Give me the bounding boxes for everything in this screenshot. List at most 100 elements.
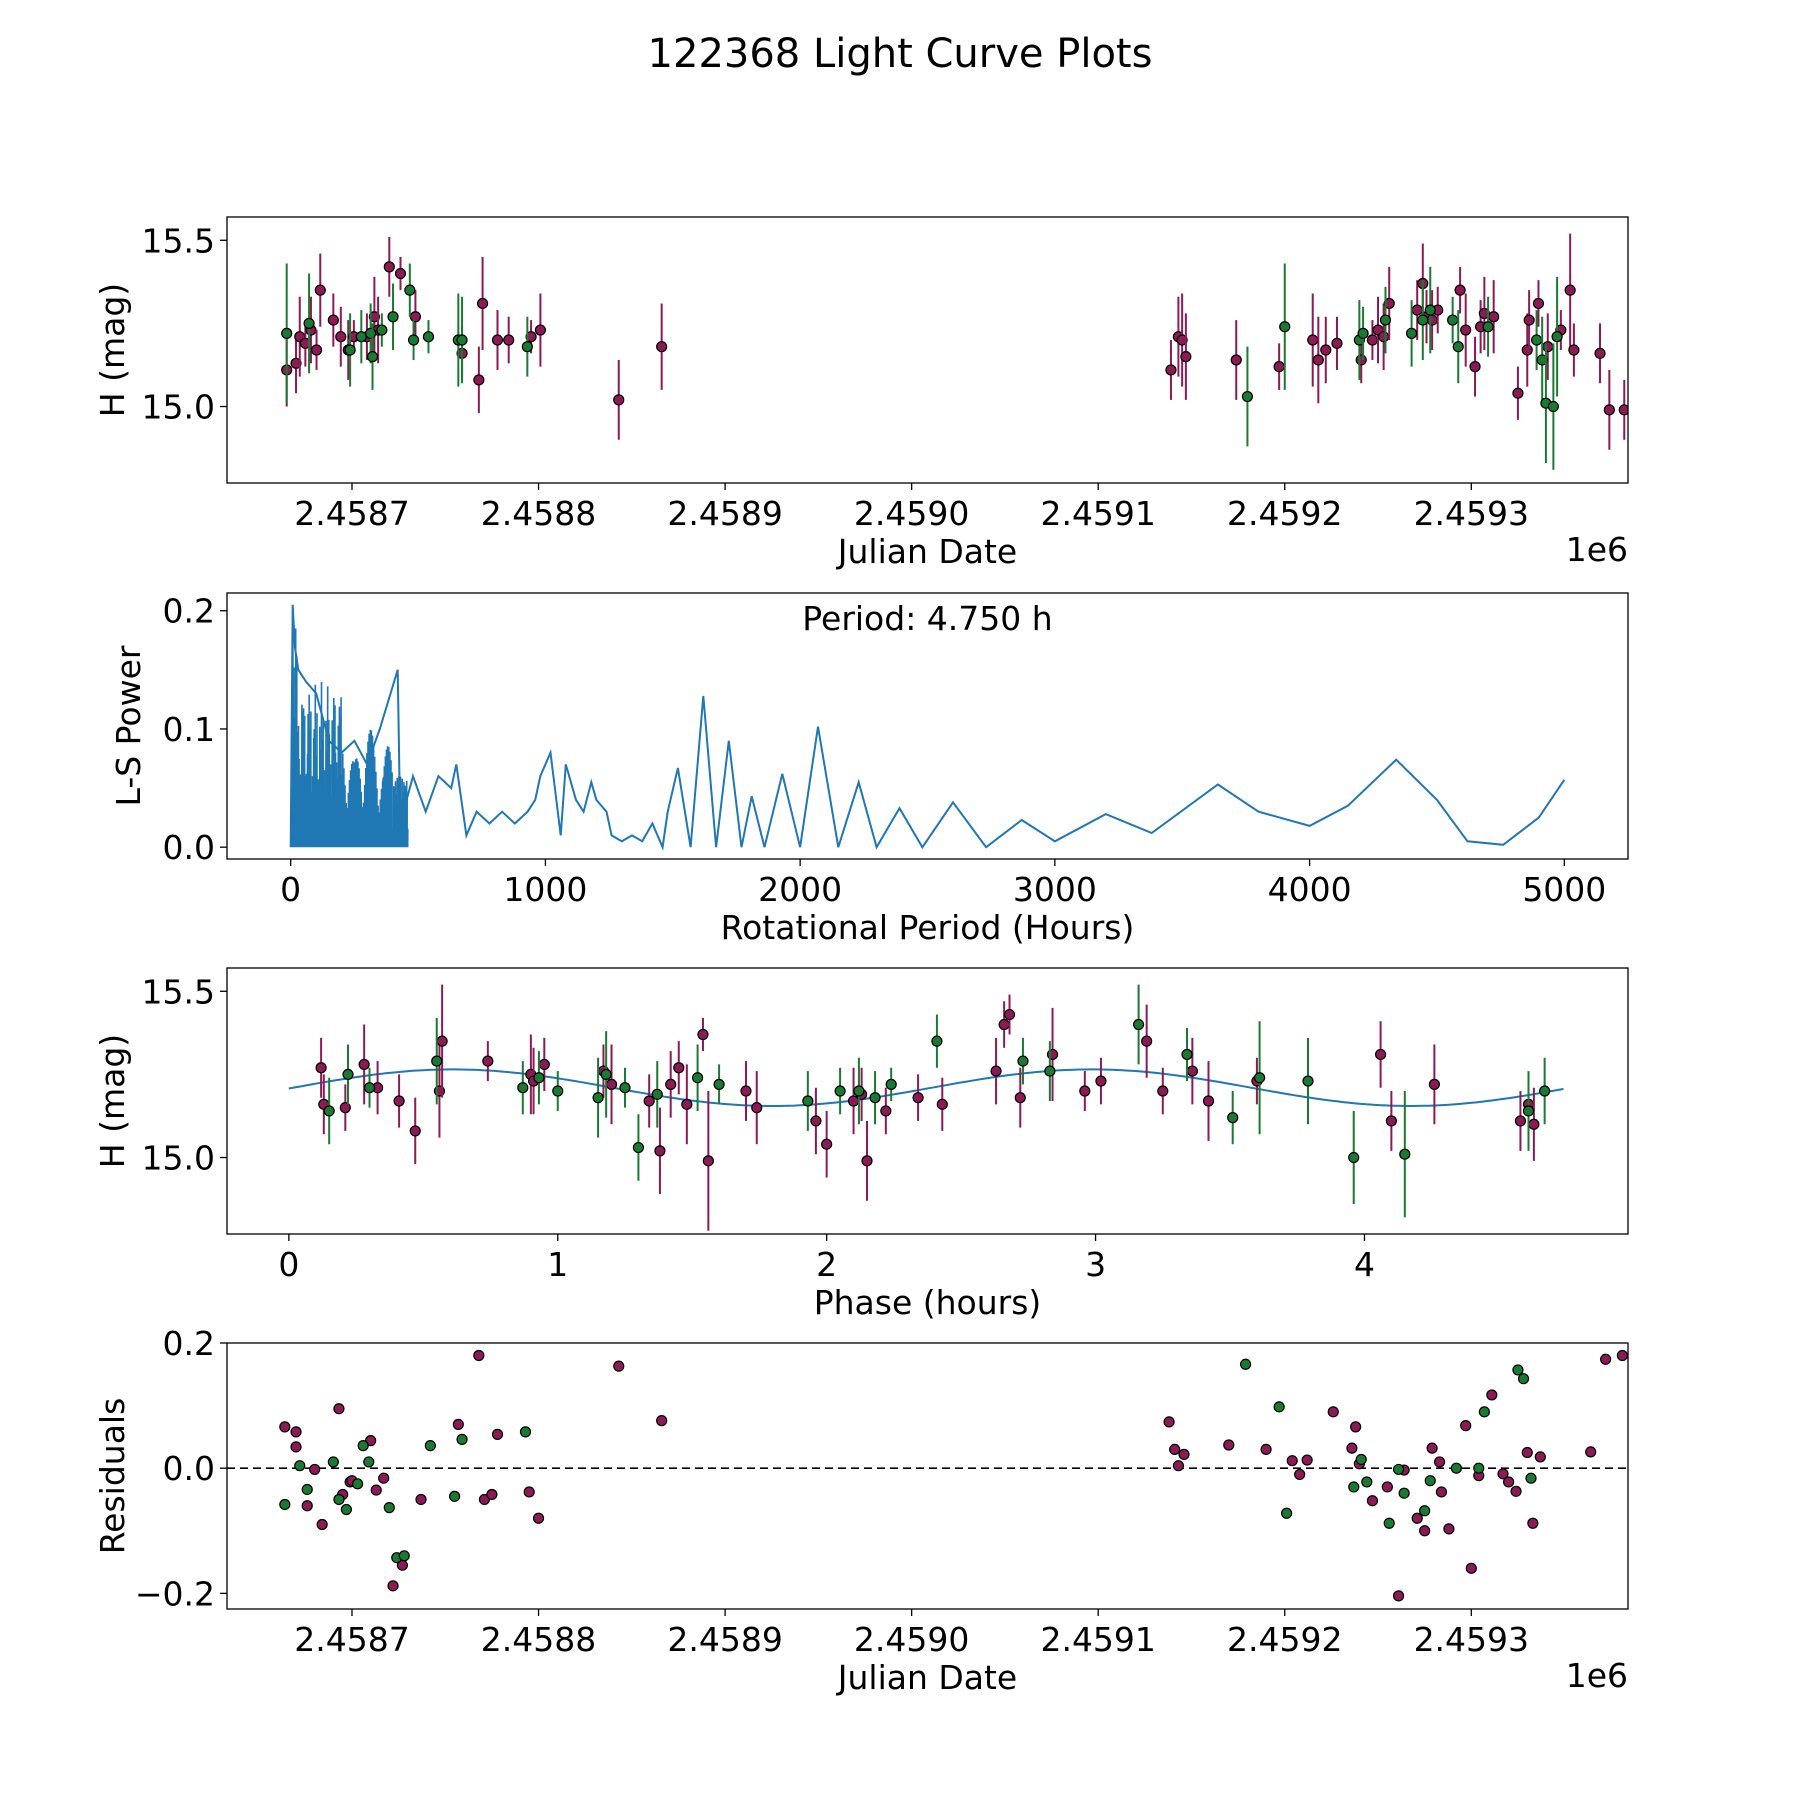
x-tick-label: 2.4587 (294, 494, 409, 533)
data-point (363, 1082, 376, 1094)
periodogram-noise-band (291, 624, 409, 848)
data-point (534, 324, 547, 336)
data-point (1616, 1349, 1628, 1362)
data-point (1181, 1048, 1193, 1061)
data-point (1450, 1462, 1462, 1474)
data-point (431, 1055, 443, 1067)
x-offset-label: 1e6 (1566, 1656, 1628, 1695)
data-point (281, 327, 293, 339)
data-point (404, 284, 416, 296)
data-point (1522, 1105, 1535, 1117)
data-point (525, 331, 537, 343)
data-point (370, 1484, 382, 1496)
x-tick-label: 4 (1354, 1245, 1375, 1284)
data-point (1465, 1562, 1477, 1574)
data-point (394, 267, 407, 280)
data-point (1172, 1460, 1185, 1472)
data-point (1512, 1364, 1524, 1376)
data-point (482, 1055, 494, 1067)
data-point (1348, 1151, 1360, 1164)
data-point (1419, 1525, 1431, 1537)
data-point (1528, 1118, 1540, 1130)
data-point (398, 1550, 410, 1562)
data-point (290, 1441, 302, 1453)
data-point (1398, 1487, 1410, 1499)
data-point (691, 1072, 704, 1084)
data-point (1486, 1389, 1498, 1401)
x-tick-label: 2.4592 (1227, 1620, 1342, 1659)
x-tick-label: 2.4591 (1040, 1620, 1155, 1659)
data-point (1241, 390, 1254, 403)
data-point (1044, 1065, 1056, 1077)
data-point (1424, 1475, 1436, 1487)
data-point (1366, 1495, 1379, 1507)
data-point (387, 1580, 399, 1592)
data-point (335, 331, 347, 343)
data-point (1383, 1517, 1395, 1529)
data-point (1178, 1448, 1190, 1461)
series-magenta (315, 984, 1540, 1231)
data-point (802, 1095, 814, 1107)
data-point (303, 317, 315, 329)
data-point (1419, 1505, 1431, 1517)
data-point (613, 1360, 625, 1372)
data-point (1157, 1085, 1169, 1097)
y-axis-label: H (mag) (93, 1034, 132, 1168)
x-tick-label: 2000 (758, 870, 842, 909)
data-point (1286, 1455, 1298, 1467)
data-point (310, 344, 323, 356)
data-point (1447, 314, 1459, 326)
data-point (344, 344, 356, 356)
data-point (936, 1098, 948, 1110)
y-tick-label: 0.2 (163, 1324, 215, 1363)
data-point (1417, 314, 1429, 326)
data-point (368, 311, 380, 323)
data-point (1327, 1406, 1339, 1418)
data-point (355, 331, 367, 343)
data-point (1165, 364, 1177, 376)
data-point (1443, 1523, 1455, 1535)
data-point (351, 1478, 364, 1490)
data-point (533, 1072, 545, 1084)
data-point (1488, 311, 1500, 323)
data-point (1530, 334, 1543, 346)
data-point (1482, 321, 1494, 333)
data-point (1003, 1008, 1016, 1021)
data-point (333, 1403, 345, 1415)
x-tick-label: 5000 (1522, 870, 1606, 909)
x-tick-label: 3000 (1013, 870, 1097, 909)
data-point (1497, 1468, 1509, 1480)
data-point (340, 1503, 352, 1516)
data-point (1594, 347, 1606, 359)
data-point (1355, 354, 1367, 366)
data-point (1406, 327, 1418, 339)
data-point (1521, 344, 1533, 356)
y-tick-label: 0.2 (163, 592, 215, 631)
data-point (1399, 1148, 1411, 1160)
data-point (1014, 1092, 1026, 1104)
data-point (810, 1115, 822, 1127)
data-point (1379, 314, 1392, 326)
data-point (333, 1493, 345, 1506)
data-point (1307, 334, 1319, 346)
x-tick-label: 0 (280, 870, 301, 909)
data-point (613, 394, 625, 406)
data-point (643, 1095, 655, 1107)
data-point (314, 284, 326, 296)
y-tick-label: 0.0 (163, 828, 215, 867)
data-point (1202, 1095, 1215, 1107)
data-point (880, 1105, 892, 1117)
y-axis-label: Residuals (93, 1398, 132, 1555)
data-point (869, 1092, 881, 1104)
data-point (517, 1082, 529, 1094)
x-axis-label: Julian Date (836, 532, 1018, 571)
y-tick-label: 15.5 (142, 972, 215, 1011)
x-offset-label: 1e6 (1566, 530, 1628, 569)
data-point (931, 1035, 943, 1047)
data-point (1521, 1446, 1533, 1459)
data-point (1180, 351, 1192, 363)
data-point (365, 327, 377, 339)
data-point (1230, 354, 1242, 366)
data-point (1460, 324, 1472, 336)
data-point (697, 1028, 709, 1041)
